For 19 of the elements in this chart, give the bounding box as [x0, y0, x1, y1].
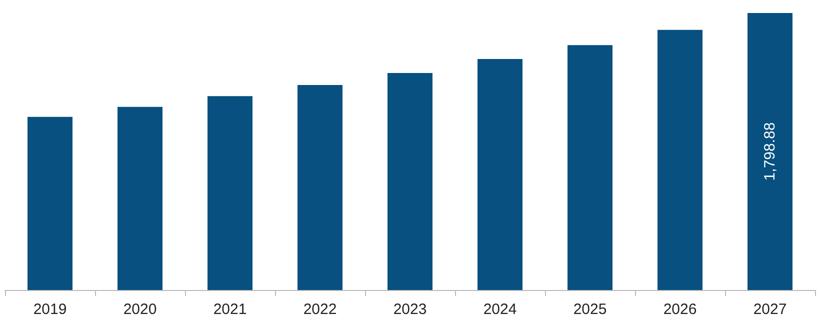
bar — [298, 85, 342, 290]
data-label: 1,798.88 — [762, 122, 778, 181]
x-tick-label: 2020 — [123, 301, 157, 318]
x-tick-label: 2022 — [303, 301, 337, 318]
x-tick-label: 2027 — [753, 301, 787, 318]
bar — [568, 45, 612, 290]
bar — [28, 116, 72, 290]
bar — [208, 96, 252, 290]
bar — [388, 73, 432, 290]
x-tick-label: 2021 — [213, 301, 247, 318]
x-tick-label: 2025 — [573, 301, 607, 318]
x-tick-label: 2024 — [483, 301, 517, 318]
bar — [658, 30, 702, 290]
x-tick-label: 2026 — [663, 301, 697, 318]
bar — [478, 59, 522, 290]
bar — [118, 106, 162, 290]
x-tick-label: 2023 — [393, 301, 427, 318]
bar — [748, 13, 792, 290]
x-tick-label: 2019 — [33, 301, 67, 318]
